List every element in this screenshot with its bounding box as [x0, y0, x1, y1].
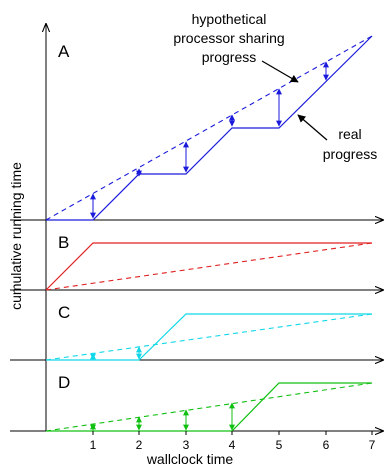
panel-c-real-progress-line: [46, 313, 372, 361]
panel-b-label: B: [58, 233, 69, 252]
x-tick-label: 4: [229, 438, 236, 452]
hypothetical-label-line-1: hypothetical: [192, 11, 267, 27]
panel-b-real-progress-line: [45, 242, 372, 291]
hypothetical-pointer-arrow: [261, 60, 299, 83]
panel-a-real-progress-line: [46, 35, 373, 221]
x-tick-label: 7: [369, 438, 376, 452]
panel-c: C: [10, 303, 383, 360]
panel-b-hypothetical-line: [45, 242, 373, 291]
real-progress-label-line-2: progress: [323, 146, 377, 162]
real-progress-label-line-1: real: [338, 126, 361, 142]
x-ticks: 1 2 3 4 5 6 7: [90, 431, 376, 452]
panel-a: A hypothetical processor sharing progres…: [10, 11, 383, 220]
panel-c-label: C: [58, 303, 70, 322]
x-tick-label: 5: [276, 438, 283, 452]
hypothetical-label-line-2: processor sharing: [173, 30, 284, 46]
hypothetical-label-line-3: progress: [202, 49, 256, 65]
x-tick-label: 2: [136, 438, 143, 452]
x-axis-title: wallclock time: [146, 451, 234, 467]
x-tick-label: 3: [183, 438, 190, 452]
panel-c-hypothetical-line: [45, 313, 373, 361]
panel-d: D: [10, 373, 383, 431]
panel-a-label: A: [58, 42, 70, 61]
panel-d-hypothetical-line: [45, 382, 373, 432]
y-axis-title: cumulative running time: [8, 162, 24, 310]
panel-b: B: [10, 233, 383, 290]
panel-d-label: D: [58, 373, 70, 392]
real-progress-pointer-arrow: [297, 114, 328, 141]
x-tick-label: 1: [90, 438, 97, 452]
x-tick-label: 6: [323, 438, 330, 452]
